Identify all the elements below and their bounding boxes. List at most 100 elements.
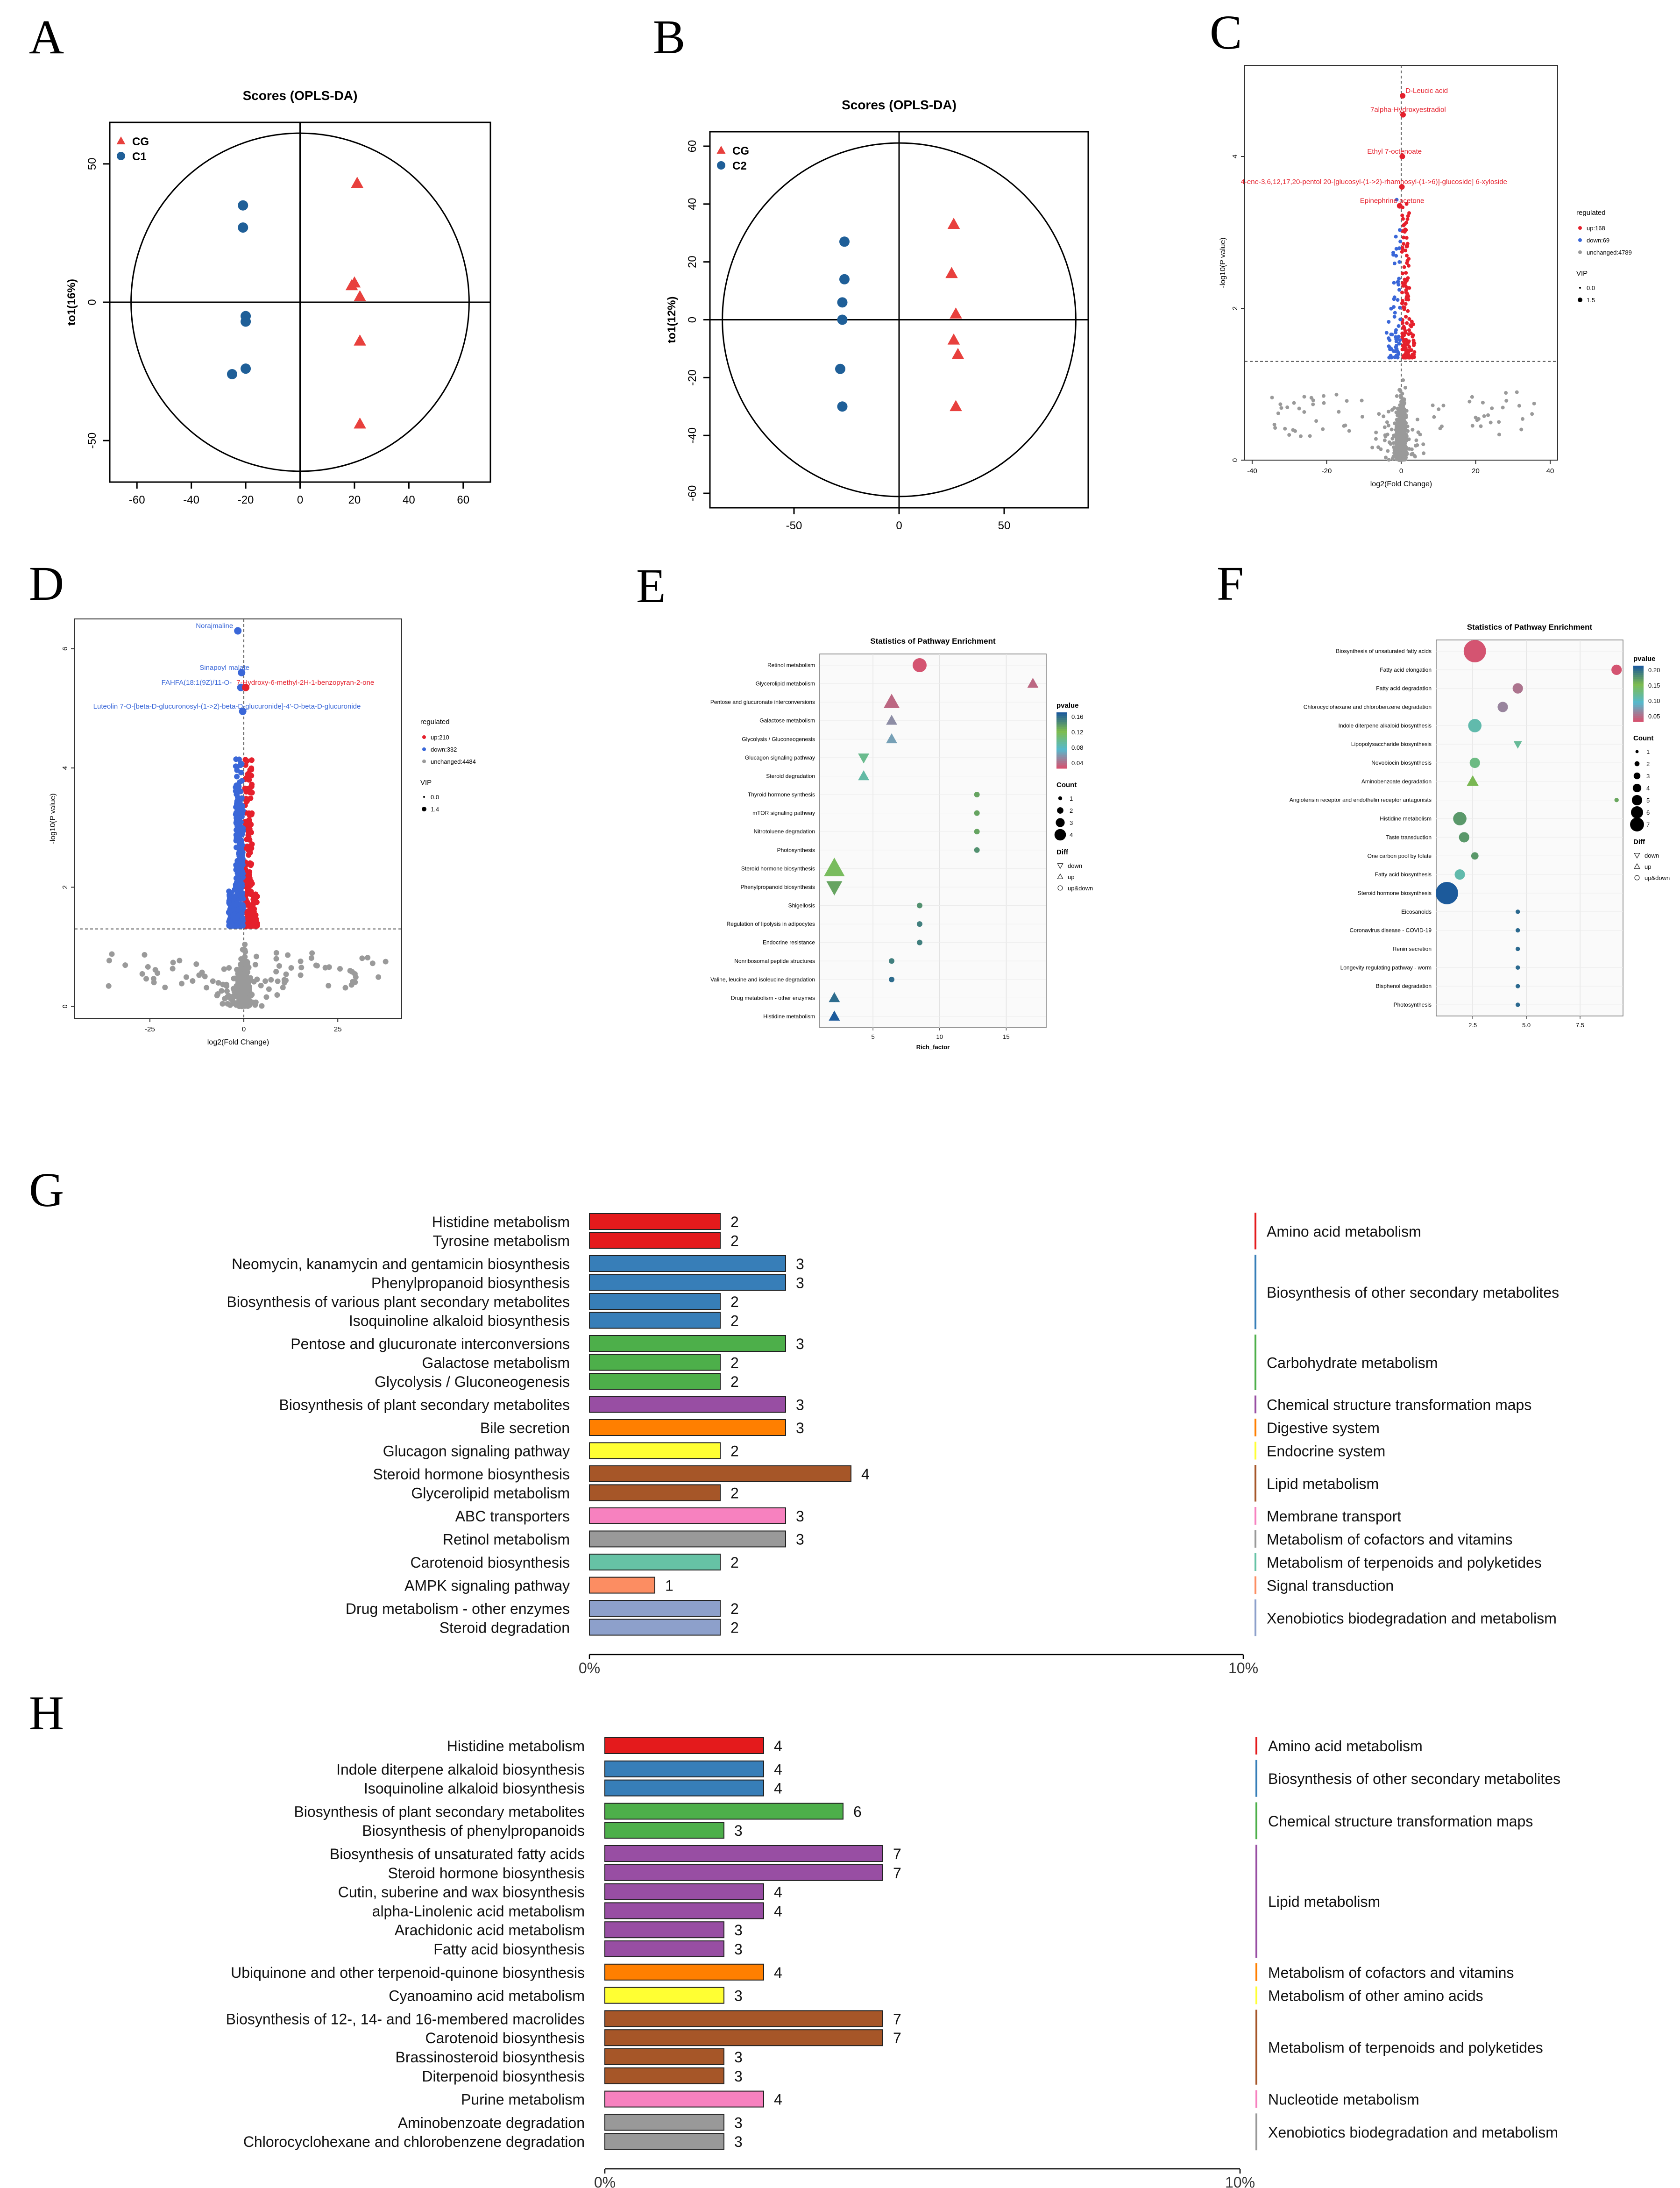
- panel-e-bubble: [889, 976, 895, 982]
- panel-f-row-label: Taste transduction: [1386, 834, 1432, 840]
- panel-d-point-unchanged: [298, 958, 304, 964]
- panel-d-point-up: [246, 852, 252, 858]
- panel-g-bar-value-label: 2: [730, 1355, 739, 1371]
- panel-a-point-C1: [238, 200, 248, 211]
- panel-d-vip-title: VIP: [420, 779, 432, 787]
- panel-c-point-unchanged: [1343, 423, 1347, 427]
- panel-d-point-up: [247, 837, 253, 843]
- panel-e-count-label: 3: [1070, 819, 1073, 826]
- panel-d-point-down: [239, 919, 245, 925]
- panel-c-point-unchanged: [1287, 433, 1291, 437]
- panel-c-annotated-point: [1399, 184, 1405, 190]
- panel-f-bubble: [1467, 775, 1479, 786]
- panel-c-point-down: [1393, 311, 1397, 315]
- panel-c-point-unchanged: [1395, 450, 1399, 455]
- panel-f-bubble: [1471, 852, 1479, 860]
- panel-h-category-label: alpha-Linolenic acid metabolism: [372, 1903, 585, 1919]
- panel-d-point-unchanged: [276, 963, 282, 969]
- panel-d-point-unchanged: [143, 976, 149, 982]
- panel-e-diff-title: Diff: [1056, 848, 1069, 856]
- panel-d-point-unchanged: [253, 953, 259, 959]
- panel-d-point-unchanged: [150, 976, 156, 982]
- panel-f-pvalue-gradient-step: [1633, 716, 1644, 718]
- panel-c-point-unchanged: [1382, 438, 1387, 442]
- panel-d-point-up: [251, 921, 257, 927]
- panel-d-point-unchanged: [273, 969, 279, 975]
- panel-c-point-down: [1389, 332, 1393, 336]
- panel-a-x-tick-label: 20: [348, 494, 361, 506]
- panel-e-bubble: [912, 658, 927, 672]
- panel-c-annotation-label: D-Leucic acid: [1405, 87, 1448, 95]
- panel-h-bar-value-label: 3: [734, 2068, 743, 2085]
- panel-f-pvalue-gradient-step: [1633, 673, 1644, 675]
- panel-b-point-C2: [839, 274, 850, 284]
- panel-d-point-unchanged: [273, 956, 279, 962]
- panel-c-point-down: [1397, 288, 1402, 292]
- panel-e-count-title: Count: [1056, 781, 1077, 789]
- panel-c-point-unchanged: [1387, 440, 1391, 444]
- panel-c-annotation-label: Ethyl 7-octenoate: [1367, 148, 1422, 156]
- panel-letter-c: C: [1210, 6, 1242, 59]
- panel-h-bar-value-label: 4: [774, 1903, 782, 1919]
- panel-c-point-unchanged: [1389, 427, 1394, 432]
- panel-a-title: Scores (OPLS-DA): [243, 88, 358, 103]
- panel-c-point-unchanged: [1415, 418, 1419, 422]
- panel-b-point-CG: [947, 333, 960, 345]
- panel-a-point-C1: [238, 222, 248, 233]
- panel-e-pvalue-gradient-step: [1056, 718, 1067, 720]
- panel-c-annotated-point: [1399, 154, 1405, 159]
- panel-c-point-unchanged: [1297, 406, 1301, 411]
- panel-c-point-up: [1405, 286, 1410, 290]
- panel-c-point-up: [1407, 332, 1411, 336]
- panel-e-diff-label: down: [1068, 862, 1082, 869]
- panel-h-bar-value-label: 6: [853, 1803, 862, 1820]
- panel-d-point-down: [234, 815, 240, 821]
- panel-c-point-up: [1401, 271, 1405, 276]
- panel-e-x-axis-label: Rich_factor: [916, 1044, 950, 1051]
- panel-c-point-unchanged: [1479, 424, 1483, 428]
- panel-a-confidence-ellipse: [130, 132, 470, 472]
- panel-d-point-up: [249, 810, 255, 816]
- panel-c-point-unchanged: [1490, 406, 1494, 411]
- panel-e-diff-marker: [1057, 873, 1063, 879]
- panel-g-category-label: Retinol metabolism: [443, 1531, 570, 1548]
- panel-c-point-unchanged: [1421, 442, 1425, 447]
- panel-h-bar: [604, 1845, 883, 1862]
- panel-e-count-label: 2: [1070, 807, 1073, 814]
- panel-f-row-label: Indole diterpene alkaloid biosynthesis: [1339, 722, 1432, 729]
- panel-g-bar-value-label: 3: [796, 1336, 804, 1352]
- panel-c-point-unchanged: [1292, 401, 1296, 405]
- panel-f-pvalue-gradient-step: [1633, 697, 1644, 700]
- panel-c-point-up: [1405, 217, 1410, 221]
- panel-g-category-label: Steroid degradation: [439, 1620, 570, 1636]
- panel-h-x-tick-label: 10%: [1225, 2174, 1255, 2188]
- panel-h-bar: [604, 1902, 764, 1919]
- panel-f-x-tick-label: 7.5: [1576, 1022, 1584, 1029]
- panel-e-pvalue-gradient-step: [1056, 752, 1067, 754]
- panel-d-point-down: [233, 875, 239, 881]
- panel-e-pvalue-gradient-step: [1056, 746, 1067, 748]
- panel-e-pvalue-gradient-step: [1056, 759, 1067, 761]
- panel-b-y-axis-label: to1(12%): [666, 296, 678, 343]
- panel-f-count-label: 2: [1646, 760, 1650, 767]
- panel-h-bar-value-label: 4: [774, 2091, 782, 2108]
- panel-d-point-unchanged: [202, 973, 208, 980]
- panel-c-point-unchanged: [1398, 388, 1402, 392]
- panel-c-point-up: [1404, 271, 1408, 275]
- panel-a-point-CG: [345, 279, 358, 291]
- panel-f-pvalue-gradient-step: [1633, 679, 1644, 681]
- panel-h-bar-value-label: 7: [893, 1846, 901, 1862]
- panel-h-category-label: Arachidonic acid metabolism: [395, 1922, 585, 1939]
- panel-f-pvalue-gradient-step: [1633, 684, 1644, 687]
- panel-h-category-label: Steroid hormone biosynthesis: [388, 1865, 585, 1882]
- panel-g-group-label: Carbohydrate metabolism: [1267, 1355, 1438, 1371]
- panel-c-point-up: [1400, 291, 1404, 295]
- panel-f-row-label: Chlorocyclohexane and chlorobenzene degr…: [1304, 704, 1432, 710]
- panel-c-point-down: [1394, 344, 1398, 348]
- panel-e-bubble: [974, 792, 980, 798]
- panel-d-point-unchanged: [145, 964, 151, 970]
- panel-h-category-label: Chlorocyclohexane and chlorobenzene degr…: [243, 2133, 585, 2150]
- panel-d-point-unchanged: [190, 978, 196, 984]
- panel-d-annotation-label: Norajmaline: [196, 622, 233, 630]
- panel-b-point-C2: [837, 314, 848, 325]
